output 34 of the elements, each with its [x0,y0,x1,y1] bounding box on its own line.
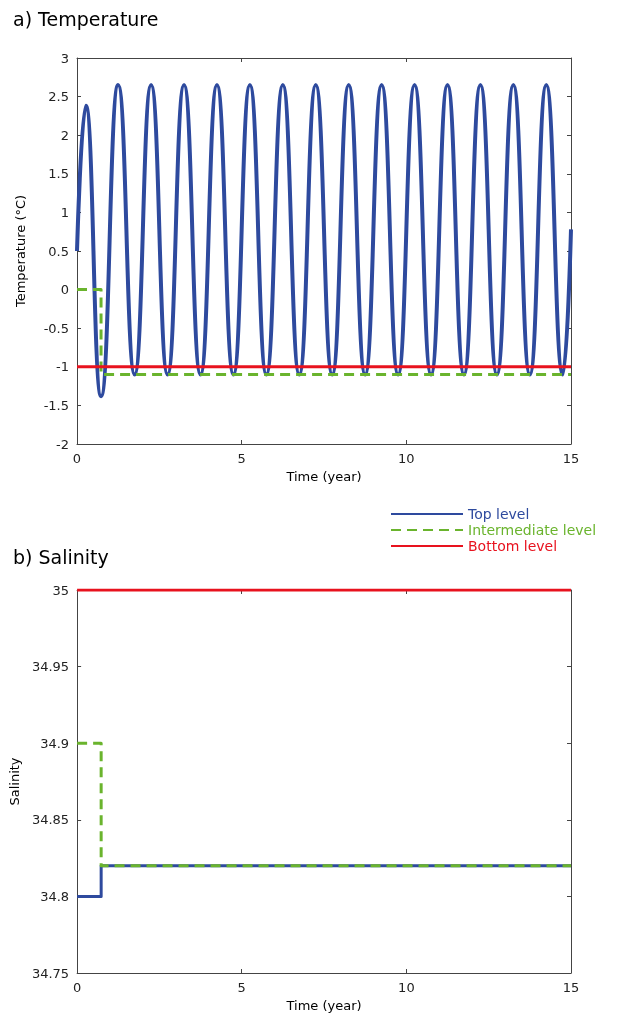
y-tick-label: -1 [56,359,69,375]
y-tick-label: 34.75 [31,965,70,981]
x-tick-label: 5 [237,980,246,995]
y-tick-label: 2.5 [48,89,69,105]
x-tick-label: 15 [562,451,580,466]
x-tick-label: 0 [72,980,82,995]
x-tick-label: 10 [398,451,415,466]
y-tick-label: 3 [60,50,69,66]
y-axis-title: Salinity [7,757,22,806]
y-tick-label: 0.5 [48,243,69,259]
y-tick-label: 34.85 [31,812,70,828]
text: Bottom level [468,538,558,554]
y-tick-label: 1.5 [48,166,69,182]
y-tick-label: -1.5 [43,397,69,413]
y-tick-label: 34.9 [40,735,70,751]
y-tick-label: 35 [52,582,70,598]
y-axis-title: Temperature (°C) [13,194,28,309]
y-tick-label: 2 [60,127,69,143]
x-axis-title: Time (year) [285,997,362,1013]
y-tick-label: 0 [60,282,69,298]
chart-title: b) Salinity [13,545,109,568]
x-tick-label: 5 [237,451,246,466]
y-tick-label: 1 [60,204,69,220]
x-axis-title: Time (year) [285,468,362,484]
x-tick-label: 15 [562,980,580,995]
y-tick-label: -2 [56,436,69,452]
y-tick-label: -0.5 [43,320,69,336]
text: Top level [467,506,530,522]
text: Intermediate level [468,522,597,538]
chart-title: a) Temperature [13,7,159,30]
y-tick-label: 34.8 [40,888,70,904]
y-tick-label: 34.95 [31,659,70,675]
x-tick-label: 10 [398,980,415,995]
x-tick-label: 0 [72,451,82,466]
